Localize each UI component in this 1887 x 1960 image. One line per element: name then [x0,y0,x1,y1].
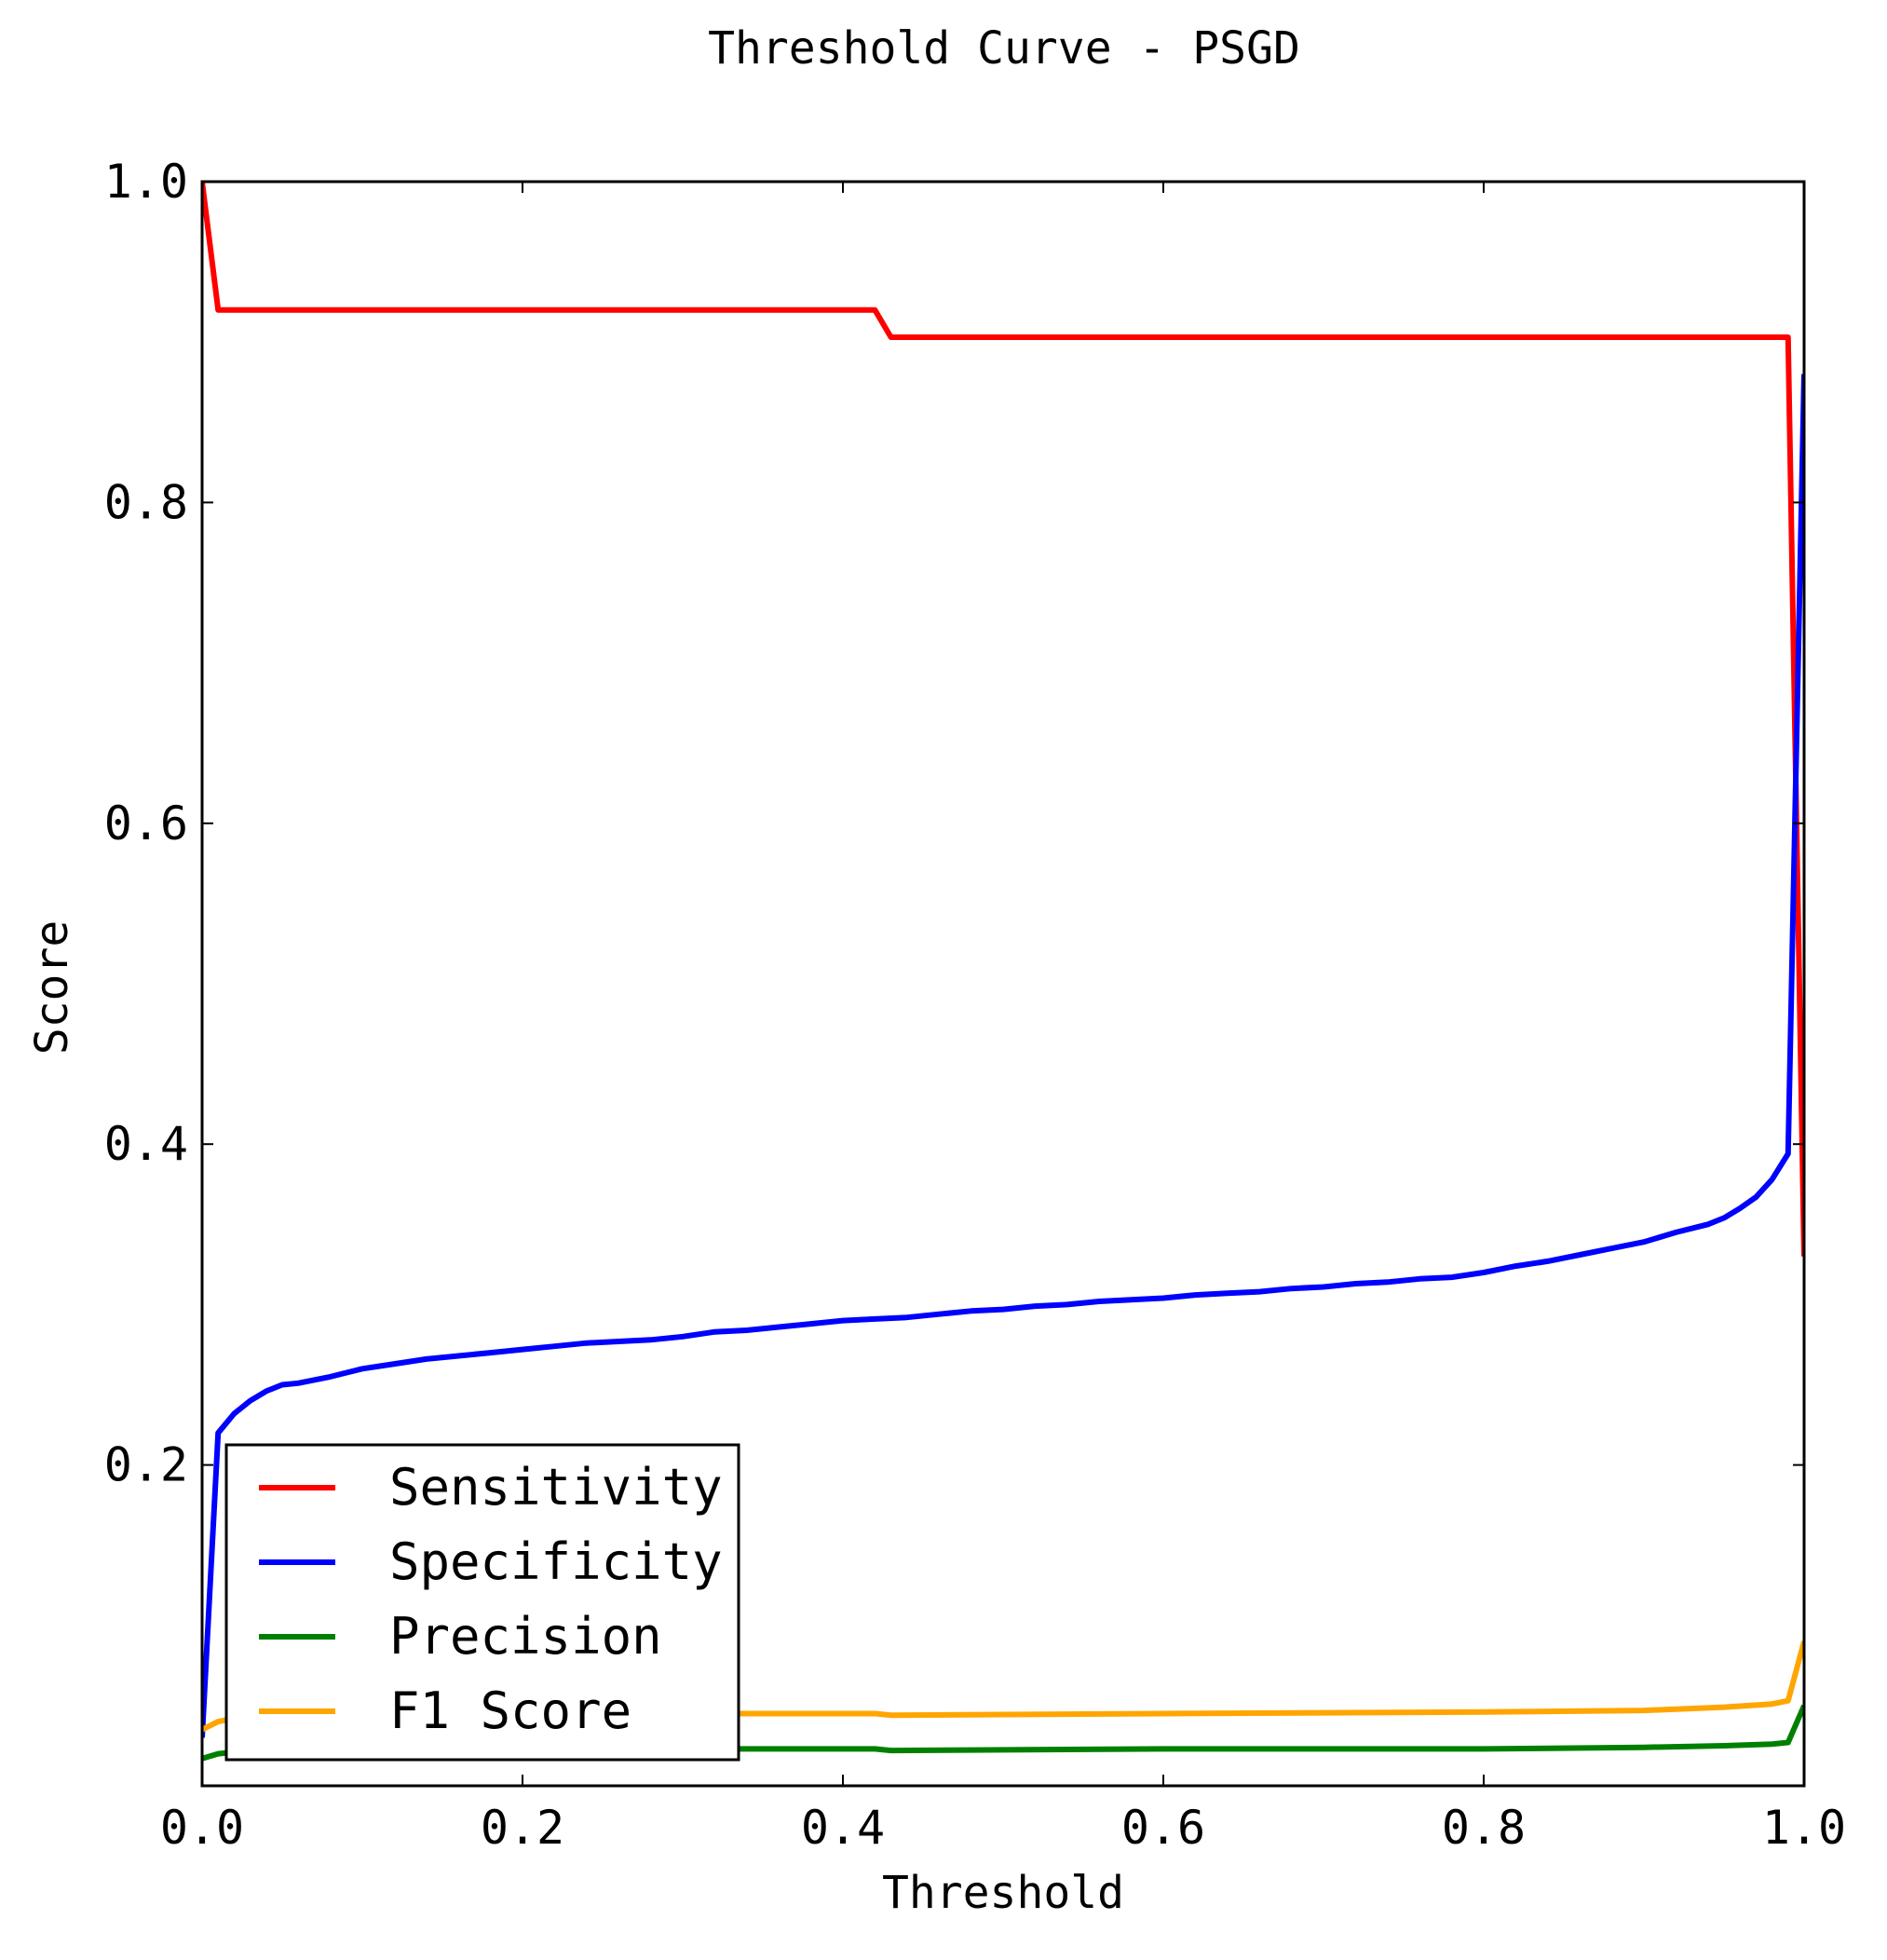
legend-label-3: Precision [389,1607,662,1666]
x-tick-label-0: 0.0 [160,1801,244,1855]
x-tick-label-3: 0.6 [1121,1801,1205,1855]
legend-label-4: F1 Score [389,1681,631,1740]
series-line-1 [202,182,1804,1257]
x-tick-label-1: 0.2 [481,1801,564,1855]
legend-frame [224,1443,740,1762]
x-axis-label: Threshold [882,1867,1124,1919]
series-line-2 [202,374,1804,1738]
plot-area-frame [200,180,1806,1788]
legend-label-1: Sensitivity [389,1458,723,1517]
x-tick-label-4: 0.8 [1442,1801,1526,1855]
legend: Sensitivity Specificity Precision F1 Score [224,1443,740,1762]
y-tick-label-1: 0.4 [104,1117,188,1171]
x-tick-label-2: 0.4 [801,1801,885,1855]
y-tick-label-2: 0.6 [104,796,188,851]
chart-title: Threshold Curve - PSGD [708,22,1300,75]
y-axis-label: Score [26,920,78,1055]
y-tick-label-4: 1.0 [104,155,188,209]
y-tick-label-0: 0.2 [104,1438,188,1492]
legend-label-2: Specificity [389,1532,723,1591]
y-tick-label-3: 0.8 [104,475,188,529]
x-tick-label-5: 1.0 [1762,1801,1846,1855]
tick-labels: 0.0 0.2 0.4 0.6 0.8 1.0 0.2 0.4 0.6 0.8 1.0 [104,155,1846,1855]
